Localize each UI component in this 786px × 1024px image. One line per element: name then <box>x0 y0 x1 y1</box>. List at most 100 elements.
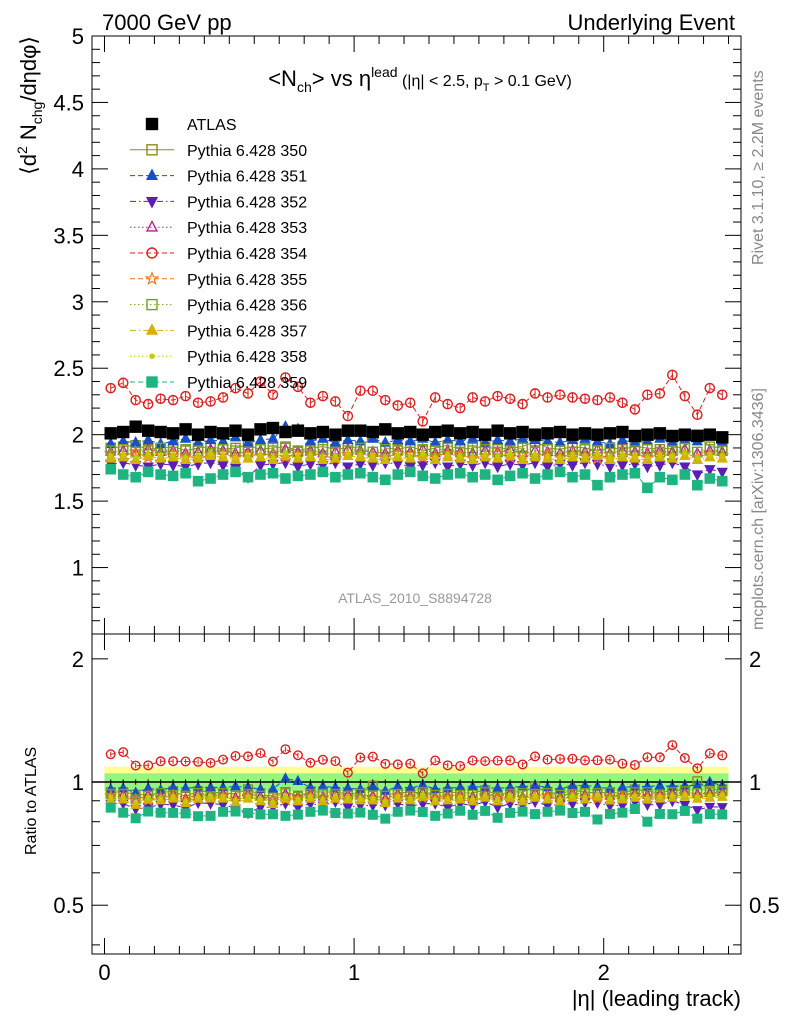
data-point <box>395 452 401 458</box>
data-point <box>566 428 579 441</box>
data-point <box>295 453 301 459</box>
ratio-point <box>143 760 154 771</box>
ratio-point <box>644 795 650 801</box>
ratio-point <box>355 752 366 763</box>
ratio-point <box>230 780 241 791</box>
data-point <box>441 424 454 437</box>
data-point <box>416 428 429 441</box>
y-tick-label: 1.5 <box>53 489 84 514</box>
ratio-point <box>530 809 541 820</box>
data-point <box>554 389 566 401</box>
ratio-point <box>520 797 526 803</box>
data-point <box>628 429 642 443</box>
data-point <box>504 470 516 482</box>
ratio-point <box>692 813 703 824</box>
data-point <box>404 397 416 409</box>
legend-entry: Pythia 6.428 357 <box>130 323 307 340</box>
data-point <box>191 428 205 441</box>
data-point <box>532 452 538 458</box>
data-point <box>666 429 679 443</box>
data-point <box>254 423 267 436</box>
ratio-point <box>530 751 541 762</box>
data-point <box>495 453 501 459</box>
data-point <box>332 453 338 459</box>
main-y-tick-labels: 1 1.5 2 2.5 3 3.5 4 4.5 5 <box>53 24 84 581</box>
x-tick-label: 1 <box>348 960 360 985</box>
ratio-point <box>130 760 141 771</box>
ratio-series-line <box>110 800 723 814</box>
data-point <box>642 482 653 494</box>
ratio-point <box>617 807 628 818</box>
ratio-point <box>420 792 426 798</box>
data-point <box>242 471 254 483</box>
title-sub: T <box>483 82 490 94</box>
data-point <box>117 469 129 480</box>
ratio-point <box>245 794 251 800</box>
y-tick-label: 3 <box>72 290 84 315</box>
data-point <box>707 452 713 458</box>
legend-label: Pythia 6.428 350 <box>187 143 307 160</box>
ratio-point <box>317 754 328 765</box>
data-point <box>391 427 404 440</box>
ratio-point <box>654 808 665 819</box>
legend-label: Pythia 6.428 355 <box>187 272 307 289</box>
data-point <box>317 390 329 402</box>
ratio-point <box>417 768 428 779</box>
ratio-point <box>168 756 179 767</box>
ratio-point <box>280 810 291 821</box>
data-point <box>291 424 305 437</box>
data-point <box>453 427 467 440</box>
data-point <box>716 431 729 444</box>
ratio-point <box>320 797 326 803</box>
legend-entry: Pythia 6.428 351 <box>130 168 307 186</box>
data-point <box>470 454 476 460</box>
title-part: > vs η <box>312 66 371 91</box>
ratio-point <box>607 796 613 802</box>
data-point <box>442 398 454 410</box>
data-point <box>619 452 626 458</box>
ratio-point <box>492 755 503 766</box>
data-point <box>320 454 326 460</box>
y-tick-label: 4 <box>72 157 84 182</box>
data-point <box>703 428 716 441</box>
data-point <box>241 428 255 441</box>
data-point <box>417 470 429 482</box>
data-point <box>517 467 528 479</box>
data-point <box>404 466 416 478</box>
ratio-y-tick-label: 1 <box>72 770 84 795</box>
data-point <box>217 461 229 472</box>
data-point <box>130 394 141 406</box>
ratio-point <box>270 799 276 805</box>
ratio-y-tick-label-right: 1 <box>749 770 761 795</box>
ratio-point <box>332 794 338 800</box>
data-point <box>542 392 553 403</box>
data-point <box>305 469 316 480</box>
ratio-point <box>158 796 164 802</box>
data-point <box>292 462 304 474</box>
data-point <box>442 462 454 474</box>
ratio-y-tick-label: 2 <box>72 647 84 672</box>
data-point <box>467 392 478 403</box>
data-point <box>479 396 491 407</box>
ratio-point <box>667 740 678 751</box>
title-condition: > 0.1 GeV) <box>490 73 572 90</box>
ratio-point <box>382 798 388 804</box>
ratio-point <box>292 809 303 820</box>
ratio-point <box>243 808 254 819</box>
data-point <box>183 454 189 460</box>
ratio-point <box>292 750 303 761</box>
data-point <box>255 469 266 480</box>
ratio-point <box>283 794 288 800</box>
data-point <box>270 454 276 460</box>
data-point <box>578 427 592 440</box>
data-point <box>117 425 130 439</box>
data-point <box>370 453 376 459</box>
data-point <box>155 469 166 480</box>
data-point <box>641 428 654 441</box>
data-point <box>217 469 229 480</box>
data-point <box>220 452 226 458</box>
ratio-point <box>255 809 266 820</box>
series-10 <box>105 463 728 494</box>
ratio-point <box>442 808 453 819</box>
ratio-point <box>567 753 578 764</box>
